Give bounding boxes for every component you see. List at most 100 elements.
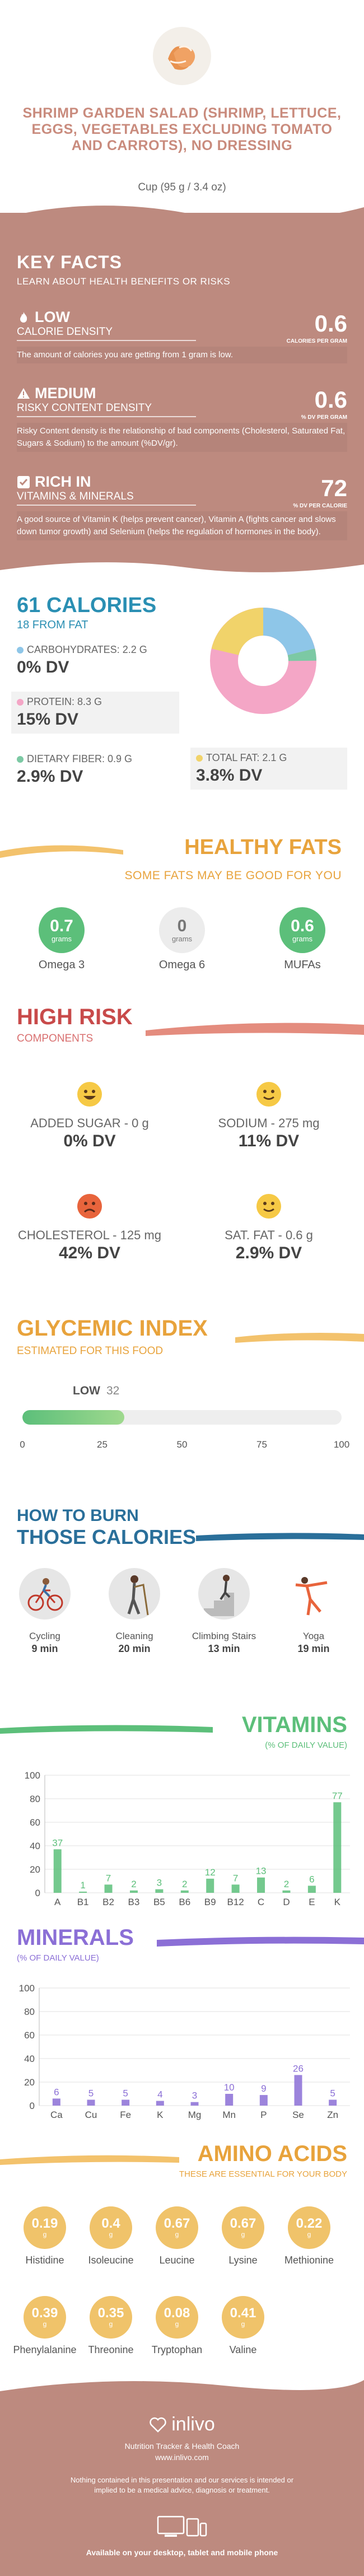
y-tick-label: 40 [24, 2054, 35, 2064]
fact-unit: % DV PER GRAM [301, 414, 347, 421]
amino-unit: g [175, 2230, 179, 2238]
amino-value: 0.19 [31, 2216, 58, 2231]
sad-face-icon [77, 1194, 102, 1219]
fat-label: Omega 6 [158, 959, 206, 971]
x-tick-label: B2 [102, 1897, 114, 1907]
amino-value: 0.22 [296, 2216, 323, 2231]
high-risk-section: HIGH RISK COMPONENTS ADDED SUGAR - 0 g 0… [0, 997, 364, 1310]
bar [129, 1890, 138, 1893]
burn-section: HOW TO BURN THOSE CALORIES Cycling 9 min… [0, 1495, 364, 1708]
amino-item: 0.08 g Tryptophan [143, 2296, 211, 2356]
y-tick-label: 20 [24, 2077, 35, 2088]
x-tick-label: K [334, 1897, 341, 1907]
risk-sat-fat: SAT. FAT - 0.6 g 2.9% DV [185, 1193, 353, 1263]
brand-tagline: Nutrition Tracker & Health Coach [124, 2442, 240, 2451]
fat-unit: grams [292, 934, 313, 943]
x-tick-label: B5 [153, 1897, 165, 1907]
fat-value: 0 [177, 916, 187, 935]
burn-label: Cleaning [115, 1631, 153, 1641]
amino-unit: g [307, 2230, 311, 2238]
amino-circle: 0.41 g [222, 2296, 264, 2339]
wave-divider [0, 845, 123, 858]
fat-label: MUFAs [284, 959, 321, 971]
bar [231, 1884, 240, 1893]
devices [0, 2514, 364, 2539]
flame-icon [20, 311, 27, 323]
disclaimer: Nothing contained in this presentation a… [70, 2476, 294, 2494]
bar-value-label: 26 [293, 2063, 304, 2074]
fact-unit: CALORIES PER GRAM [286, 338, 347, 344]
glycemic-level: LOW [73, 1384, 100, 1397]
amino-circle: 0.39 g [24, 2296, 66, 2339]
high-risk-title: HIGH RISK [17, 1005, 133, 1029]
amino-value: 0.67 [230, 2216, 256, 2231]
wave-divider [157, 1936, 364, 1947]
devices-icon [157, 2516, 207, 2537]
amino-label: Tryptophan [151, 2344, 203, 2355]
fat-slice [211, 608, 264, 656]
carbs-dot-icon [17, 646, 24, 654]
minerals-bar-chart: 0 20 40 60 80 100 6 Ca 5 Cu 5 Fe 4 K 3 Mg 10 Mn 9 P 26 Se 5 Zn [19, 1983, 350, 2120]
burn-yoga: Yoga 19 min [274, 1568, 353, 1655]
warning-icon [17, 388, 30, 399]
fat-omega6: 0 grams Omega 6 [148, 907, 216, 972]
glycemic-tick: 0 [20, 1439, 25, 1450]
y-tick-label: 100 [25, 1770, 40, 1781]
y-tick-label: 0 [30, 2101, 35, 2111]
wave-divider [0, 2380, 364, 2402]
amino-unit: g [43, 2320, 47, 2328]
food-image-icon [151, 25, 213, 87]
burn-cleaning: Cleaning 20 min [95, 1568, 174, 1655]
amino-unit: g [43, 2230, 47, 2238]
fat-unit: grams [51, 934, 72, 943]
bar [79, 1891, 87, 1893]
vitamins-subtitle: (% OF DAILY VALUE) [265, 1740, 347, 1750]
amino-circle: 0.19 g [24, 2206, 66, 2249]
bar [122, 2099, 130, 2106]
x-tick-label: B6 [179, 1897, 190, 1907]
bar-value-label: 2 [284, 1879, 289, 1889]
fact-description: Risky Content density is the relationshi… [17, 423, 347, 452]
burn-label: Climbing Stairs [192, 1631, 256, 1641]
bar [156, 2101, 164, 2106]
cycling-icon [27, 1578, 63, 1611]
bar-value-label: 4 [157, 2089, 162, 2100]
risk-amount: 0.6 g [285, 1228, 313, 1242]
bar-value-label: 2 [182, 1879, 187, 1889]
minerals-title: MINERALS [17, 1925, 134, 1950]
risk-dv: 11% DV [238, 1132, 300, 1150]
amino-subtitle: THESE ARE ESSENTIAL FOR YOUR BODY [179, 2169, 347, 2179]
bar-value-label: 6 [309, 1874, 314, 1884]
amino-unit: g [175, 2320, 179, 2328]
risk-name: ADDED SUGAR [30, 1116, 121, 1130]
wave-divider [0, 1725, 213, 1734]
fact-value: 0.6 [314, 386, 347, 413]
y-tick-label: 0 [35, 1888, 40, 1898]
check-icon [17, 475, 30, 488]
bar [333, 1802, 342, 1893]
risk-dv: 42% DV [58, 1244, 121, 1262]
risk-dv: 2.9% DV [235, 1244, 302, 1262]
bar-value-label: 5 [123, 2088, 128, 2099]
fact-description: A good source of Vitamin K (helps preven… [17, 511, 347, 540]
fat-unit: grams [171, 934, 193, 943]
bar-value-label: 7 [106, 1873, 111, 1883]
amino-value: 0.67 [164, 2216, 190, 2231]
x-tick-label: P [260, 2110, 267, 2120]
vitamins-section: VITAMINS (% OF DAILY VALUE) 0 20 40 60 80 100… [0, 1708, 364, 1921]
high-risk-subtitle: COMPONENTS [17, 1033, 94, 1044]
burn-time: 13 min [208, 1643, 240, 1654]
bar [155, 1889, 164, 1893]
glycemic-tick: 100 [333, 1439, 350, 1450]
x-tick-label: K [157, 2110, 164, 2120]
amino-item: 0.67 g Leucine [143, 2206, 211, 2266]
amino-label: Lysine [228, 2255, 258, 2266]
x-tick-label: Fe [120, 2110, 131, 2120]
brand-url[interactable]: www.inlivo.com [155, 2453, 209, 2462]
glycemic-section: GLYCEMIC INDEX ESTIMATED FOR THIS FOOD L… [0, 1310, 364, 1495]
bar-value-label: 9 [261, 2083, 266, 2094]
macro-fiber: DIETARY FIBER: 0.9 g 2.9% DV [17, 753, 132, 786]
bar [104, 1884, 113, 1893]
y-tick-label: 40 [30, 1841, 40, 1851]
macro-donut-chart [210, 608, 316, 714]
